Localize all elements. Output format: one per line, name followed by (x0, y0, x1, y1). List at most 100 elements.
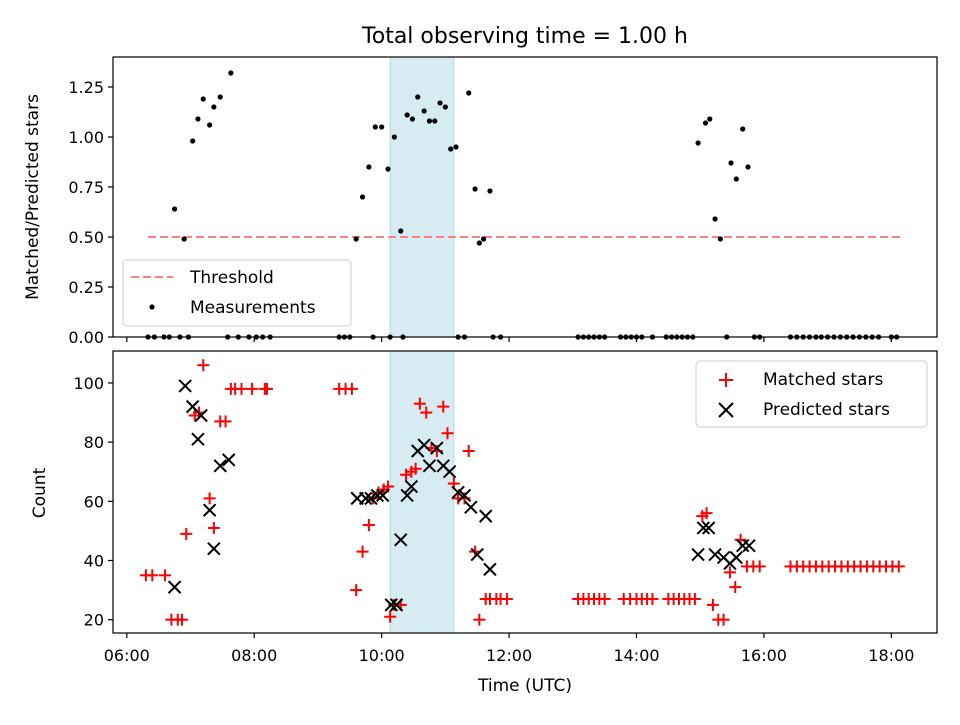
predicted-star-point (483, 562, 497, 577)
bottom-y-tick-label: 20 (84, 611, 104, 630)
predicted-star-point (470, 547, 484, 562)
predicted-star-point (457, 488, 472, 503)
top-legend-box (122, 259, 352, 327)
measurement-point (391, 134, 397, 140)
measurement-point (171, 206, 178, 212)
matched-star-point (420, 406, 433, 419)
x-axis-label: Time (UTC) (477, 676, 572, 696)
measurement-point (211, 104, 217, 110)
bottom-y-tick-label: 100 (73, 374, 104, 393)
measurement-point (702, 120, 709, 126)
measurement-point (353, 236, 359, 242)
predicted-star-point (370, 488, 385, 503)
matched-star-point (646, 592, 659, 605)
bottom-legend-box (695, 360, 928, 428)
measurement-point (717, 236, 723, 242)
predicted-star-point (394, 533, 408, 547)
matched-star-point (437, 400, 450, 413)
x-tick-label: 14:00 (613, 646, 659, 665)
predicted-star-point (400, 488, 414, 503)
matched-star-point (700, 507, 713, 520)
x-tick-label: 10:00 (359, 646, 405, 665)
matched-star-point (473, 613, 486, 626)
top-legend: Threshold Measurements (122, 259, 352, 327)
measurement-point (409, 116, 416, 122)
matched-star-point (207, 521, 220, 534)
bottom-y-tick-label: 80 (84, 433, 104, 452)
predicted-star-point (742, 539, 756, 553)
measurement-point (480, 236, 487, 242)
predicted-star-point (376, 488, 390, 503)
measurement-point (432, 118, 438, 124)
x-tick-label: 18:00 (868, 646, 914, 665)
matched-star-point (753, 560, 766, 573)
measurements-legend-swatch (149, 304, 155, 310)
bottom-y-axis-label: Count (30, 467, 50, 518)
predicted-star-point (735, 539, 750, 553)
bottom-highlight-band (389, 350, 455, 634)
measurement-point (415, 94, 421, 100)
matched-star-point (176, 613, 189, 626)
predicted-star-point (442, 465, 457, 479)
top-y-tick-label: 1.25 (68, 78, 104, 97)
measurement-point (421, 108, 427, 114)
predicted-star-point (207, 541, 221, 556)
predicted-star-point (359, 491, 373, 506)
bottom-legend: Matched stars Predicted stars (695, 360, 928, 428)
bottom-x-ticks: 06:00 08:00 10:00 12:00 14:00 16:00 18:00 (104, 633, 914, 665)
measurement-point (728, 160, 734, 166)
top-y-tick-label: 0.50 (68, 228, 104, 247)
top-y-tick-label: 0.00 (68, 328, 104, 347)
top-axes: 0.00 0.25 0.50 0.75 1.00 1.25 Matched/Predict… (23, 56, 938, 347)
matched-star-point (729, 581, 742, 594)
top-x-ticks (126, 337, 892, 342)
predicted-star-point (479, 509, 493, 523)
top-axes-frame (112, 56, 938, 338)
measurement-point (466, 90, 472, 96)
predicted-star-point (464, 500, 478, 514)
measurement-point (426, 118, 433, 124)
x-tick-label: 06:00 (104, 646, 150, 665)
matched-star-point (260, 382, 273, 395)
measurement-point (190, 138, 196, 144)
matched-star-point (159, 569, 172, 582)
measurement-point (217, 94, 223, 100)
matched-star-point (400, 468, 413, 481)
measurement-point (740, 126, 746, 132)
matched-legend-swatch (719, 373, 733, 387)
top-y-tick-label: 1.00 (68, 128, 104, 147)
measurement-point (200, 96, 206, 102)
top-y-tick-label: 0.75 (68, 178, 104, 197)
matched-star-point (356, 545, 369, 558)
threshold-legend-label: Threshold (189, 268, 274, 288)
matched-star-point (362, 518, 375, 531)
measurement-point (745, 164, 751, 170)
measurement-point (442, 104, 448, 110)
matched-star-point (350, 584, 363, 597)
matched-star-point (462, 445, 475, 458)
predicted-star-point (708, 547, 722, 562)
measurement-point (207, 122, 213, 128)
top-y-axis-label: Matched/Predicted stars (23, 94, 43, 300)
measurement-point (228, 70, 234, 76)
measurement-point (487, 188, 493, 194)
x-tick-label: 12:00 (486, 646, 532, 665)
matched-star-point (246, 382, 259, 395)
bottom-y-ticks: 20 40 60 80 100 (73, 374, 113, 630)
matched-star-point (409, 462, 422, 475)
matched-legend-label: Matched stars (763, 370, 883, 390)
matched-star-point (717, 613, 730, 626)
measurement-point (437, 100, 443, 106)
matched-star-point (235, 382, 248, 395)
predicted-stars-points (167, 379, 756, 612)
matched-star-point (345, 382, 358, 395)
predicted-star-point (701, 521, 716, 535)
measurement-point (707, 116, 713, 122)
matched-star-point (203, 492, 216, 505)
predicted-star-point (178, 379, 192, 393)
predicted-star-point (384, 598, 398, 612)
predicted-star-point (194, 408, 208, 423)
measurement-point (359, 194, 366, 200)
predicted-star-point (417, 438, 431, 452)
